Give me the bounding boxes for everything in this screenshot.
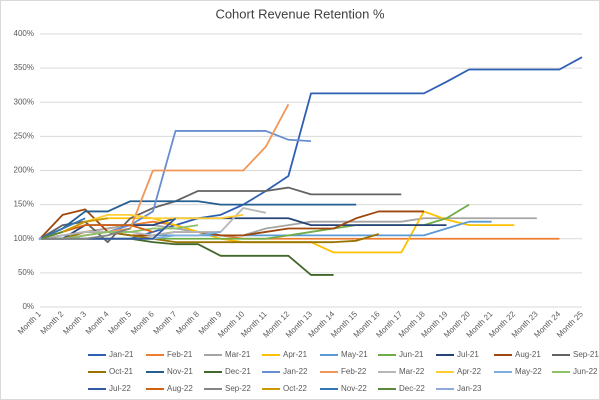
series-point: [38, 237, 42, 241]
legend-label: Apr-21: [283, 350, 308, 359]
series-line: [39, 208, 424, 240]
legend-label: Feb-22: [341, 367, 367, 376]
series-line: [39, 186, 402, 244]
legend-label: Aug-22: [167, 384, 193, 393]
legend-label: Oct-21: [109, 367, 134, 376]
series-line: [40, 227, 131, 240]
legend-label: Jan-21: [109, 350, 134, 359]
legend-label: Aug-21: [515, 350, 541, 359]
legend-label: Dec-21: [225, 367, 251, 376]
y-tick-label: 150%: [14, 200, 34, 209]
legend-label: Mar-22: [399, 367, 425, 376]
legend-label: Jan-22: [283, 367, 308, 376]
legend-label: Jun-22: [573, 367, 598, 376]
legend-label: Jun-21: [399, 350, 424, 359]
series-line: [39, 200, 357, 240]
legend-label: May-21: [341, 350, 368, 359]
legend-label: Sep-21: [573, 350, 599, 359]
legend-label: May-22: [515, 367, 542, 376]
legend-label: Feb-21: [167, 350, 193, 359]
y-tick-label: 400%: [14, 29, 34, 38]
legend-label: Nov-22: [341, 384, 367, 393]
y-tick-label: 350%: [14, 63, 34, 72]
y-tick-label: 50%: [18, 268, 34, 277]
y-tick-label: 0%: [22, 302, 34, 311]
legend-label: Sep-22: [225, 384, 251, 393]
legend-label: Dec-22: [399, 384, 425, 393]
legend-label: Jul-22: [109, 384, 131, 393]
legend-label: Apr-22: [457, 367, 482, 376]
y-tick-label: 250%: [14, 131, 34, 140]
legend-label: Nov-21: [167, 367, 193, 376]
y-tick-label: 200%: [14, 166, 34, 175]
y-tick-label: 300%: [14, 97, 34, 106]
y-tick-label: 100%: [14, 234, 34, 243]
chart-title: Cohort Revenue Retention %: [215, 6, 385, 21]
series-line: [39, 217, 86, 240]
legend-label: Mar-21: [225, 350, 251, 359]
legend-label: Jul-21: [457, 350, 479, 359]
legend-label: Oct-22: [283, 384, 308, 393]
series-line: [39, 207, 267, 240]
series-line: [39, 231, 63, 240]
legend-label: Jan-23: [457, 384, 482, 393]
